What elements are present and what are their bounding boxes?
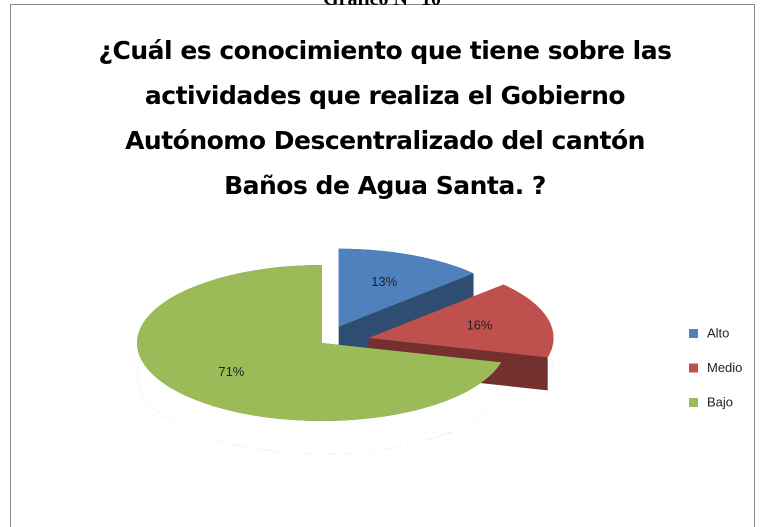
data-label: 16% xyxy=(467,317,493,332)
slice xyxy=(137,265,502,422)
legend-label: Bajo xyxy=(707,394,733,409)
legend-swatch xyxy=(689,398,698,407)
slice xyxy=(338,248,474,327)
legend-swatch xyxy=(689,329,698,338)
caption: Gráfico N° 10 xyxy=(0,0,764,11)
data-label: 71% xyxy=(218,364,244,379)
chart-title: ¿Cuál es conocimiento que tiene sobre la… xyxy=(98,36,672,200)
legend-swatch xyxy=(689,363,698,373)
data-label: 13% xyxy=(371,274,397,289)
legend-label: Alto xyxy=(707,325,729,340)
legend-label: Medio xyxy=(707,360,742,375)
slice xyxy=(368,284,554,358)
